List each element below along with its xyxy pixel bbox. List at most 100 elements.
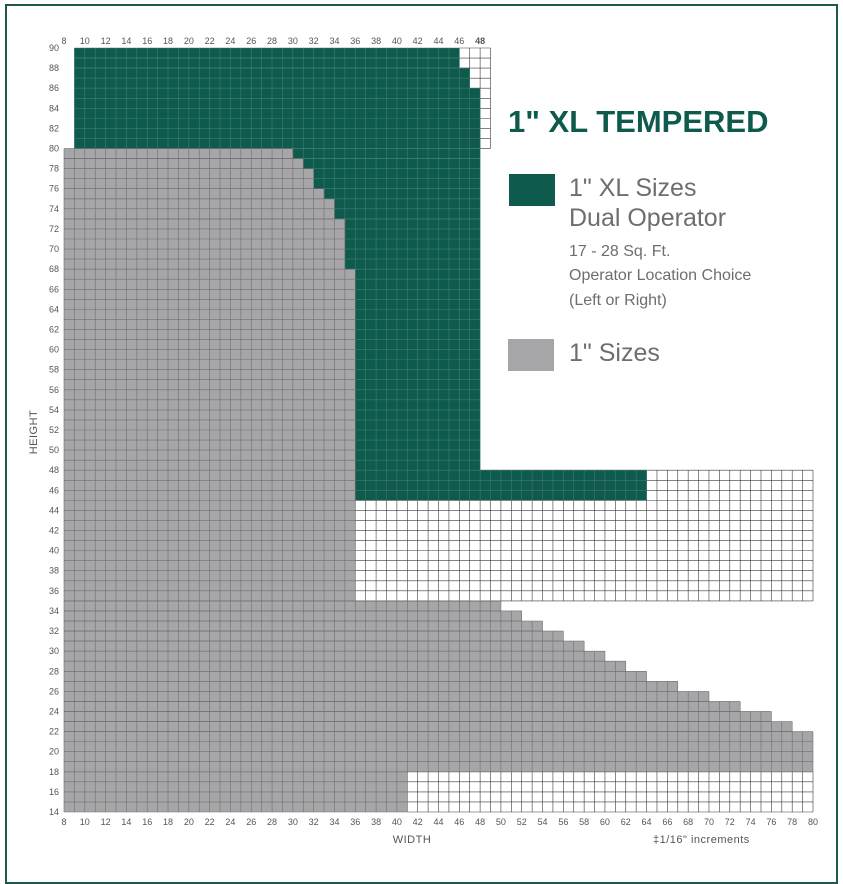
region-xl-1 xyxy=(74,58,460,69)
x-tick-bottom: 44 xyxy=(433,817,443,827)
x-tick-bottom: 78 xyxy=(787,817,797,827)
y-tick: 36 xyxy=(49,586,59,596)
chart-grid xyxy=(63,47,814,813)
region-xl-11 xyxy=(344,218,481,270)
y-tick: 18 xyxy=(49,767,59,777)
x-tick-top: 30 xyxy=(288,36,298,46)
chart-ticks: 8 10 12 14 16 18 20 22 24 26 28 30 32 34 36 38 40 42 44 46 4… xyxy=(49,36,818,827)
x-tick-bottom: 8 xyxy=(61,817,66,827)
x-tick-bottom: 24 xyxy=(225,817,235,827)
y-tick: 46 xyxy=(49,485,59,495)
y-tick: 58 xyxy=(49,365,59,375)
legend-swatch-xl xyxy=(509,174,555,206)
x-tick-bottom: 38 xyxy=(371,817,381,827)
x-tick-top: 22 xyxy=(205,36,215,46)
grid-fill-36 xyxy=(63,771,408,813)
legend-note-3: (Left or Right) xyxy=(569,292,667,309)
y-tick: 42 xyxy=(49,526,59,536)
x-tick-bottom: 76 xyxy=(766,817,776,827)
footnote: ‡1/16" increments xyxy=(653,834,750,846)
x-tick-top: 34 xyxy=(329,36,339,46)
x-tick-bottom: 74 xyxy=(746,817,756,827)
grid-fill-13 xyxy=(354,278,481,471)
y-tick: 14 xyxy=(49,807,59,817)
x-tick-top: 16 xyxy=(142,36,152,46)
x-tick-top: 10 xyxy=(80,36,90,46)
x-tick-top: 12 xyxy=(101,36,111,46)
legend-note-2: Operator Location Choice xyxy=(569,267,752,284)
x-tick-bottom: 22 xyxy=(205,817,215,827)
x-tick-bottom: 40 xyxy=(392,817,402,827)
x-tick-bottom: 64 xyxy=(642,817,652,827)
y-tick: 76 xyxy=(49,184,59,194)
y-tick: 22 xyxy=(49,727,59,737)
x-tick-top: 28 xyxy=(267,36,277,46)
y-tick: 26 xyxy=(49,686,59,696)
y-tick: 88 xyxy=(49,63,59,73)
x-tick-bottom: 36 xyxy=(350,817,360,827)
y-tick: 70 xyxy=(49,244,59,254)
x-tick-top: 46 xyxy=(454,36,464,46)
y-axis-title: HEIGHT xyxy=(28,410,40,455)
grid-fill-21 xyxy=(63,268,356,602)
y-tick: 78 xyxy=(49,164,59,174)
x-tick-bottom: 32 xyxy=(309,817,319,827)
y-tick: 30 xyxy=(49,646,59,656)
x-tick-bottom: 80 xyxy=(808,817,818,827)
region-standard-3 xyxy=(64,188,325,199)
x-tick-bottom: 46 xyxy=(454,817,464,827)
x-tick-top: 14 xyxy=(121,36,131,46)
x-tick-bottom: 34 xyxy=(329,817,339,827)
x-tick-top: 48 xyxy=(475,36,485,46)
x-tick-bottom: 50 xyxy=(496,817,506,827)
region-xl-7 xyxy=(303,158,481,169)
y-tick: 82 xyxy=(49,123,59,133)
x-tick-bottom: 70 xyxy=(704,817,714,827)
y-tick: 50 xyxy=(49,445,59,455)
y-tick: 68 xyxy=(49,264,59,274)
legend-label-xl-line2: Dual Operator xyxy=(569,204,727,232)
x-tick-bottom: 58 xyxy=(579,817,589,827)
y-tick: 56 xyxy=(49,385,59,395)
x-tick-bottom: 68 xyxy=(683,817,693,827)
x-tick-bottom: 12 xyxy=(101,817,111,827)
y-tick: 40 xyxy=(49,546,59,556)
x-tick-top: 20 xyxy=(184,36,194,46)
legend-swatch-standard xyxy=(508,339,554,371)
x-tick-bottom: 42 xyxy=(413,817,423,827)
y-tick: 48 xyxy=(49,465,59,475)
x-tick-top: 26 xyxy=(246,36,256,46)
y-tick: 52 xyxy=(49,425,59,435)
region-xl-9 xyxy=(324,188,481,199)
x-tick-top: 18 xyxy=(163,36,173,46)
y-tick: 84 xyxy=(49,103,59,113)
chart-title: 1" XL TEMPERED xyxy=(508,104,769,139)
x-tick-bottom: 60 xyxy=(600,817,610,827)
x-tick-top: 24 xyxy=(225,36,235,46)
x-tick-bottom: 20 xyxy=(184,817,194,827)
region-standard-15 xyxy=(64,681,678,692)
y-tick: 80 xyxy=(49,144,59,154)
x-tick-bottom: 18 xyxy=(163,817,173,827)
x-tick-top: 38 xyxy=(371,36,381,46)
x-tick-bottom: 28 xyxy=(267,817,277,827)
y-tick: 32 xyxy=(49,626,59,636)
y-tick: 86 xyxy=(49,83,59,93)
region-standard-1 xyxy=(64,158,304,169)
y-tick: 60 xyxy=(49,345,59,355)
legend-note-1: 17 - 28 Sq. Ft. xyxy=(569,243,671,260)
y-tick: 34 xyxy=(49,606,59,616)
x-tick-bottom: 16 xyxy=(142,817,152,827)
legend-label-standard: 1" Sizes xyxy=(569,339,660,367)
x-tick-bottom: 14 xyxy=(121,817,131,827)
x-tick-bottom: 30 xyxy=(288,817,298,827)
region-standard-17 xyxy=(64,701,741,712)
y-tick: 16 xyxy=(49,787,59,797)
x-tick-bottom: 72 xyxy=(725,817,735,827)
region-standard-5 xyxy=(64,218,345,270)
y-tick: 28 xyxy=(49,666,59,676)
x-tick-top: 8 xyxy=(61,36,66,46)
y-tick: 54 xyxy=(49,405,59,415)
y-tick: 66 xyxy=(49,284,59,294)
